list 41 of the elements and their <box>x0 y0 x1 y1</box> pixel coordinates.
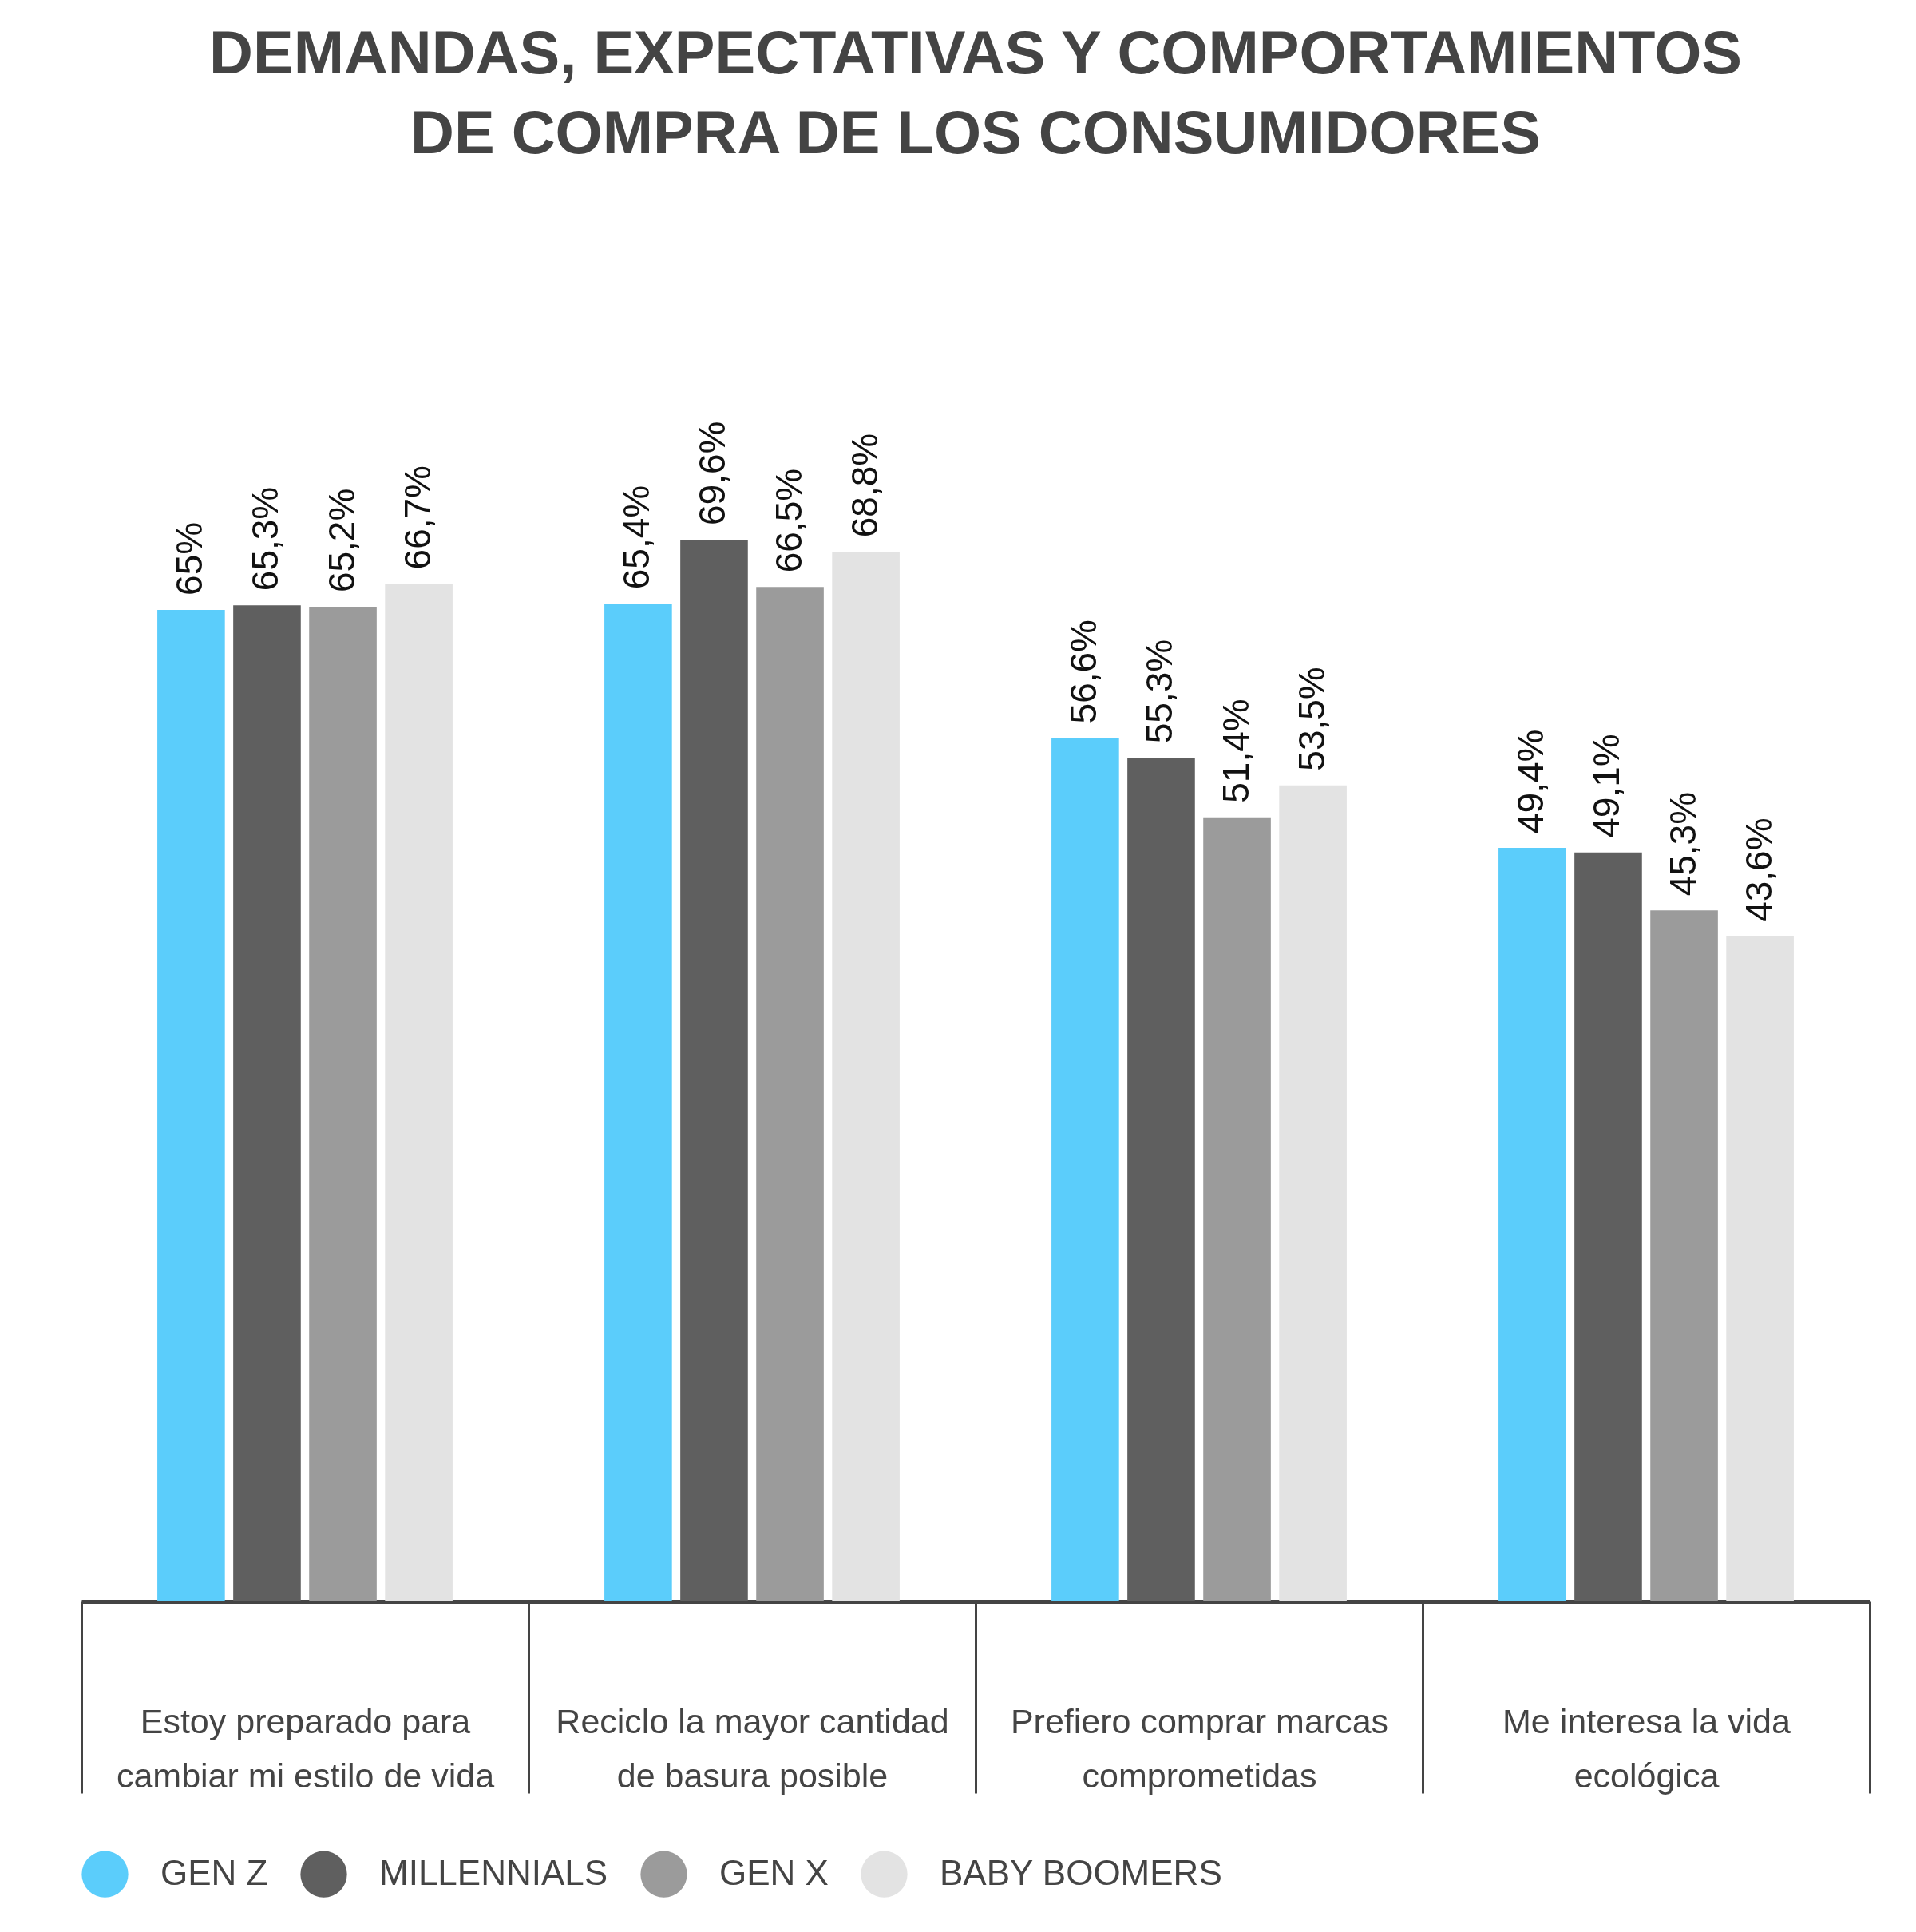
bar <box>604 604 672 1601</box>
data-label: 68,8% <box>843 433 885 538</box>
bar <box>680 540 748 1601</box>
data-label: 65,2% <box>320 488 362 593</box>
data-label: 66,7% <box>396 465 438 570</box>
bar <box>1726 936 1794 1601</box>
data-label: 65% <box>168 521 211 596</box>
chart-title: DEMANDAS, EXPECTATIVAS Y COMPORTAMIENTOS DE COMPRA DE LOS CONSUMIDORES <box>209 18 1742 166</box>
data-label: 51,4% <box>1214 699 1257 803</box>
x-tick-label: Estoy preparado para cambiar mi estilo de vida <box>116 1701 495 1795</box>
x-tick-label: Prefiero comprar marcas comprometidas <box>1010 1701 1389 1795</box>
data-label: 49,1% <box>1585 734 1628 838</box>
data-label: 65,4% <box>616 485 658 590</box>
data-label: 53,5% <box>1290 667 1332 771</box>
bar <box>1650 910 1718 1601</box>
bar <box>385 584 453 1601</box>
bar <box>309 607 377 1601</box>
data-label: 45,3% <box>1661 791 1704 897</box>
bar <box>233 605 301 1601</box>
bar <box>1051 738 1119 1601</box>
x-tick-label: Me interesa la vida ecológica <box>1502 1701 1791 1795</box>
data-label: 65,3% <box>244 486 287 592</box>
bar <box>1498 848 1566 1601</box>
bar <box>1127 758 1195 1601</box>
legend-label: MILLENNIALS <box>379 1852 608 1892</box>
x-tick-label: Reciclo la mayor cantidad de basura posible <box>556 1701 949 1795</box>
data-label: 43,6% <box>1737 818 1779 922</box>
legend-label: GEN X <box>719 1852 829 1892</box>
data-label: 56,6% <box>1063 619 1105 724</box>
data-label: 66,5% <box>767 468 810 573</box>
bar <box>756 587 824 1601</box>
data-label: 49,4% <box>1510 729 1552 834</box>
legend-label: GEN Z <box>160 1852 268 1892</box>
bar <box>1279 785 1347 1601</box>
data-label: 69,6% <box>691 421 734 525</box>
bar <box>832 552 900 1601</box>
bar <box>1203 817 1271 1601</box>
bar <box>157 609 225 1601</box>
legend-label: BABY BOOMERS <box>940 1852 1222 1892</box>
data-label: 55,3% <box>1138 639 1181 744</box>
bar <box>1574 852 1642 1601</box>
